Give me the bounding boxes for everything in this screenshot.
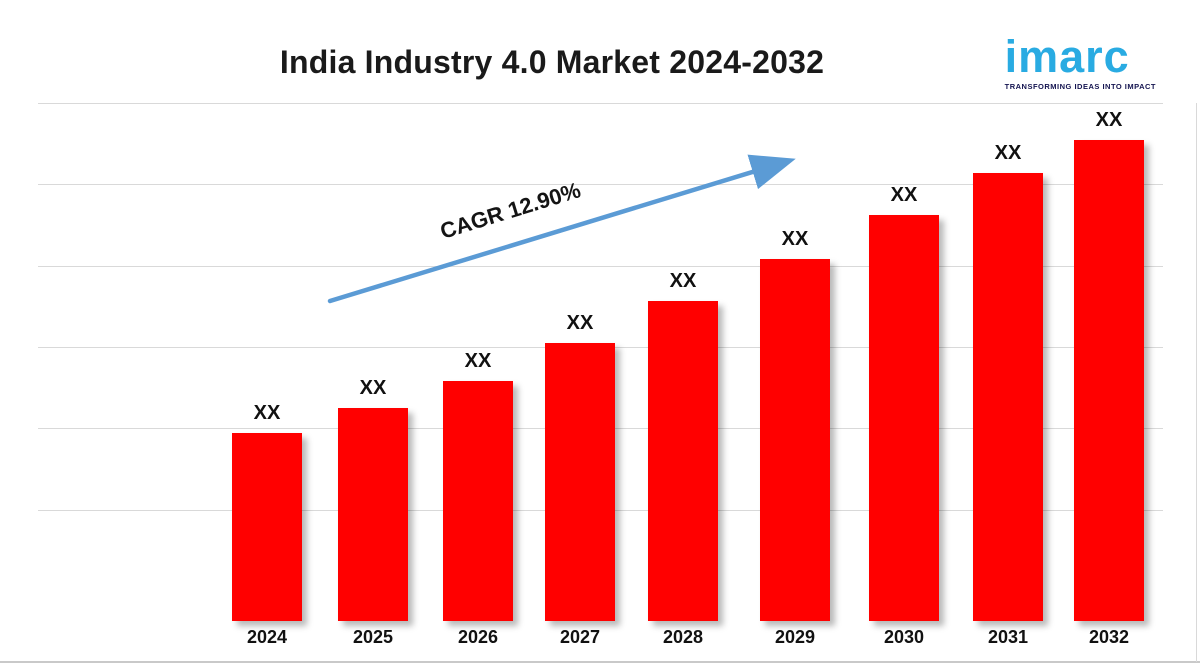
- value-label-2025: XX: [359, 377, 387, 399]
- imarc-logo: imarc TRANSFORMING IDEAS INTO IMPACT: [1005, 34, 1156, 91]
- bar-2030: [869, 215, 939, 621]
- axis-label-2031: 2031: [987, 627, 1029, 647]
- axis-label-2032: 2032: [1088, 627, 1130, 647]
- value-label-2026: XX: [464, 350, 492, 372]
- value-label-2030: XX: [890, 184, 918, 206]
- value-label-2029: XX: [781, 228, 809, 250]
- gridline: [38, 103, 1163, 104]
- axis-label-2025: 2025: [352, 627, 394, 647]
- value-label-2028: XX: [669, 270, 697, 292]
- axis-label-2026: 2026: [457, 627, 499, 647]
- axis-label-2027: 2027: [559, 627, 601, 647]
- bar-2029: [760, 259, 830, 621]
- value-label-2032: XX: [1095, 109, 1123, 131]
- x-axis-bottom-border: [0, 661, 1200, 663]
- value-label-2031: XX: [994, 142, 1022, 164]
- bar-2024: [232, 433, 302, 621]
- axis-label-2024: 2024: [246, 627, 288, 647]
- bar-2032: [1074, 140, 1144, 621]
- imarc-tagline: TRANSFORMING IDEAS INTO IMPACT: [1004, 82, 1156, 91]
- bar-2026: [443, 381, 513, 621]
- chart-title: India Industry 4.0 Market 2024-2032: [279, 44, 825, 80]
- value-label-2027: XX: [566, 312, 594, 334]
- plot-right-border: [1196, 103, 1197, 662]
- axis-label-2030: 2030: [883, 627, 925, 647]
- axis-label-2028: 2028: [662, 627, 704, 647]
- imarc-wordmark: imarc: [1004, 31, 1130, 82]
- bar-2031: [973, 173, 1043, 621]
- axis-label-2029: 2029: [774, 627, 816, 647]
- bar-2025: [338, 408, 408, 621]
- cagr-annotation: CAGR 12.90%: [437, 177, 584, 244]
- value-label-2024: XX: [253, 402, 281, 424]
- bar-2028: [648, 301, 718, 621]
- bar-2027: [545, 343, 615, 621]
